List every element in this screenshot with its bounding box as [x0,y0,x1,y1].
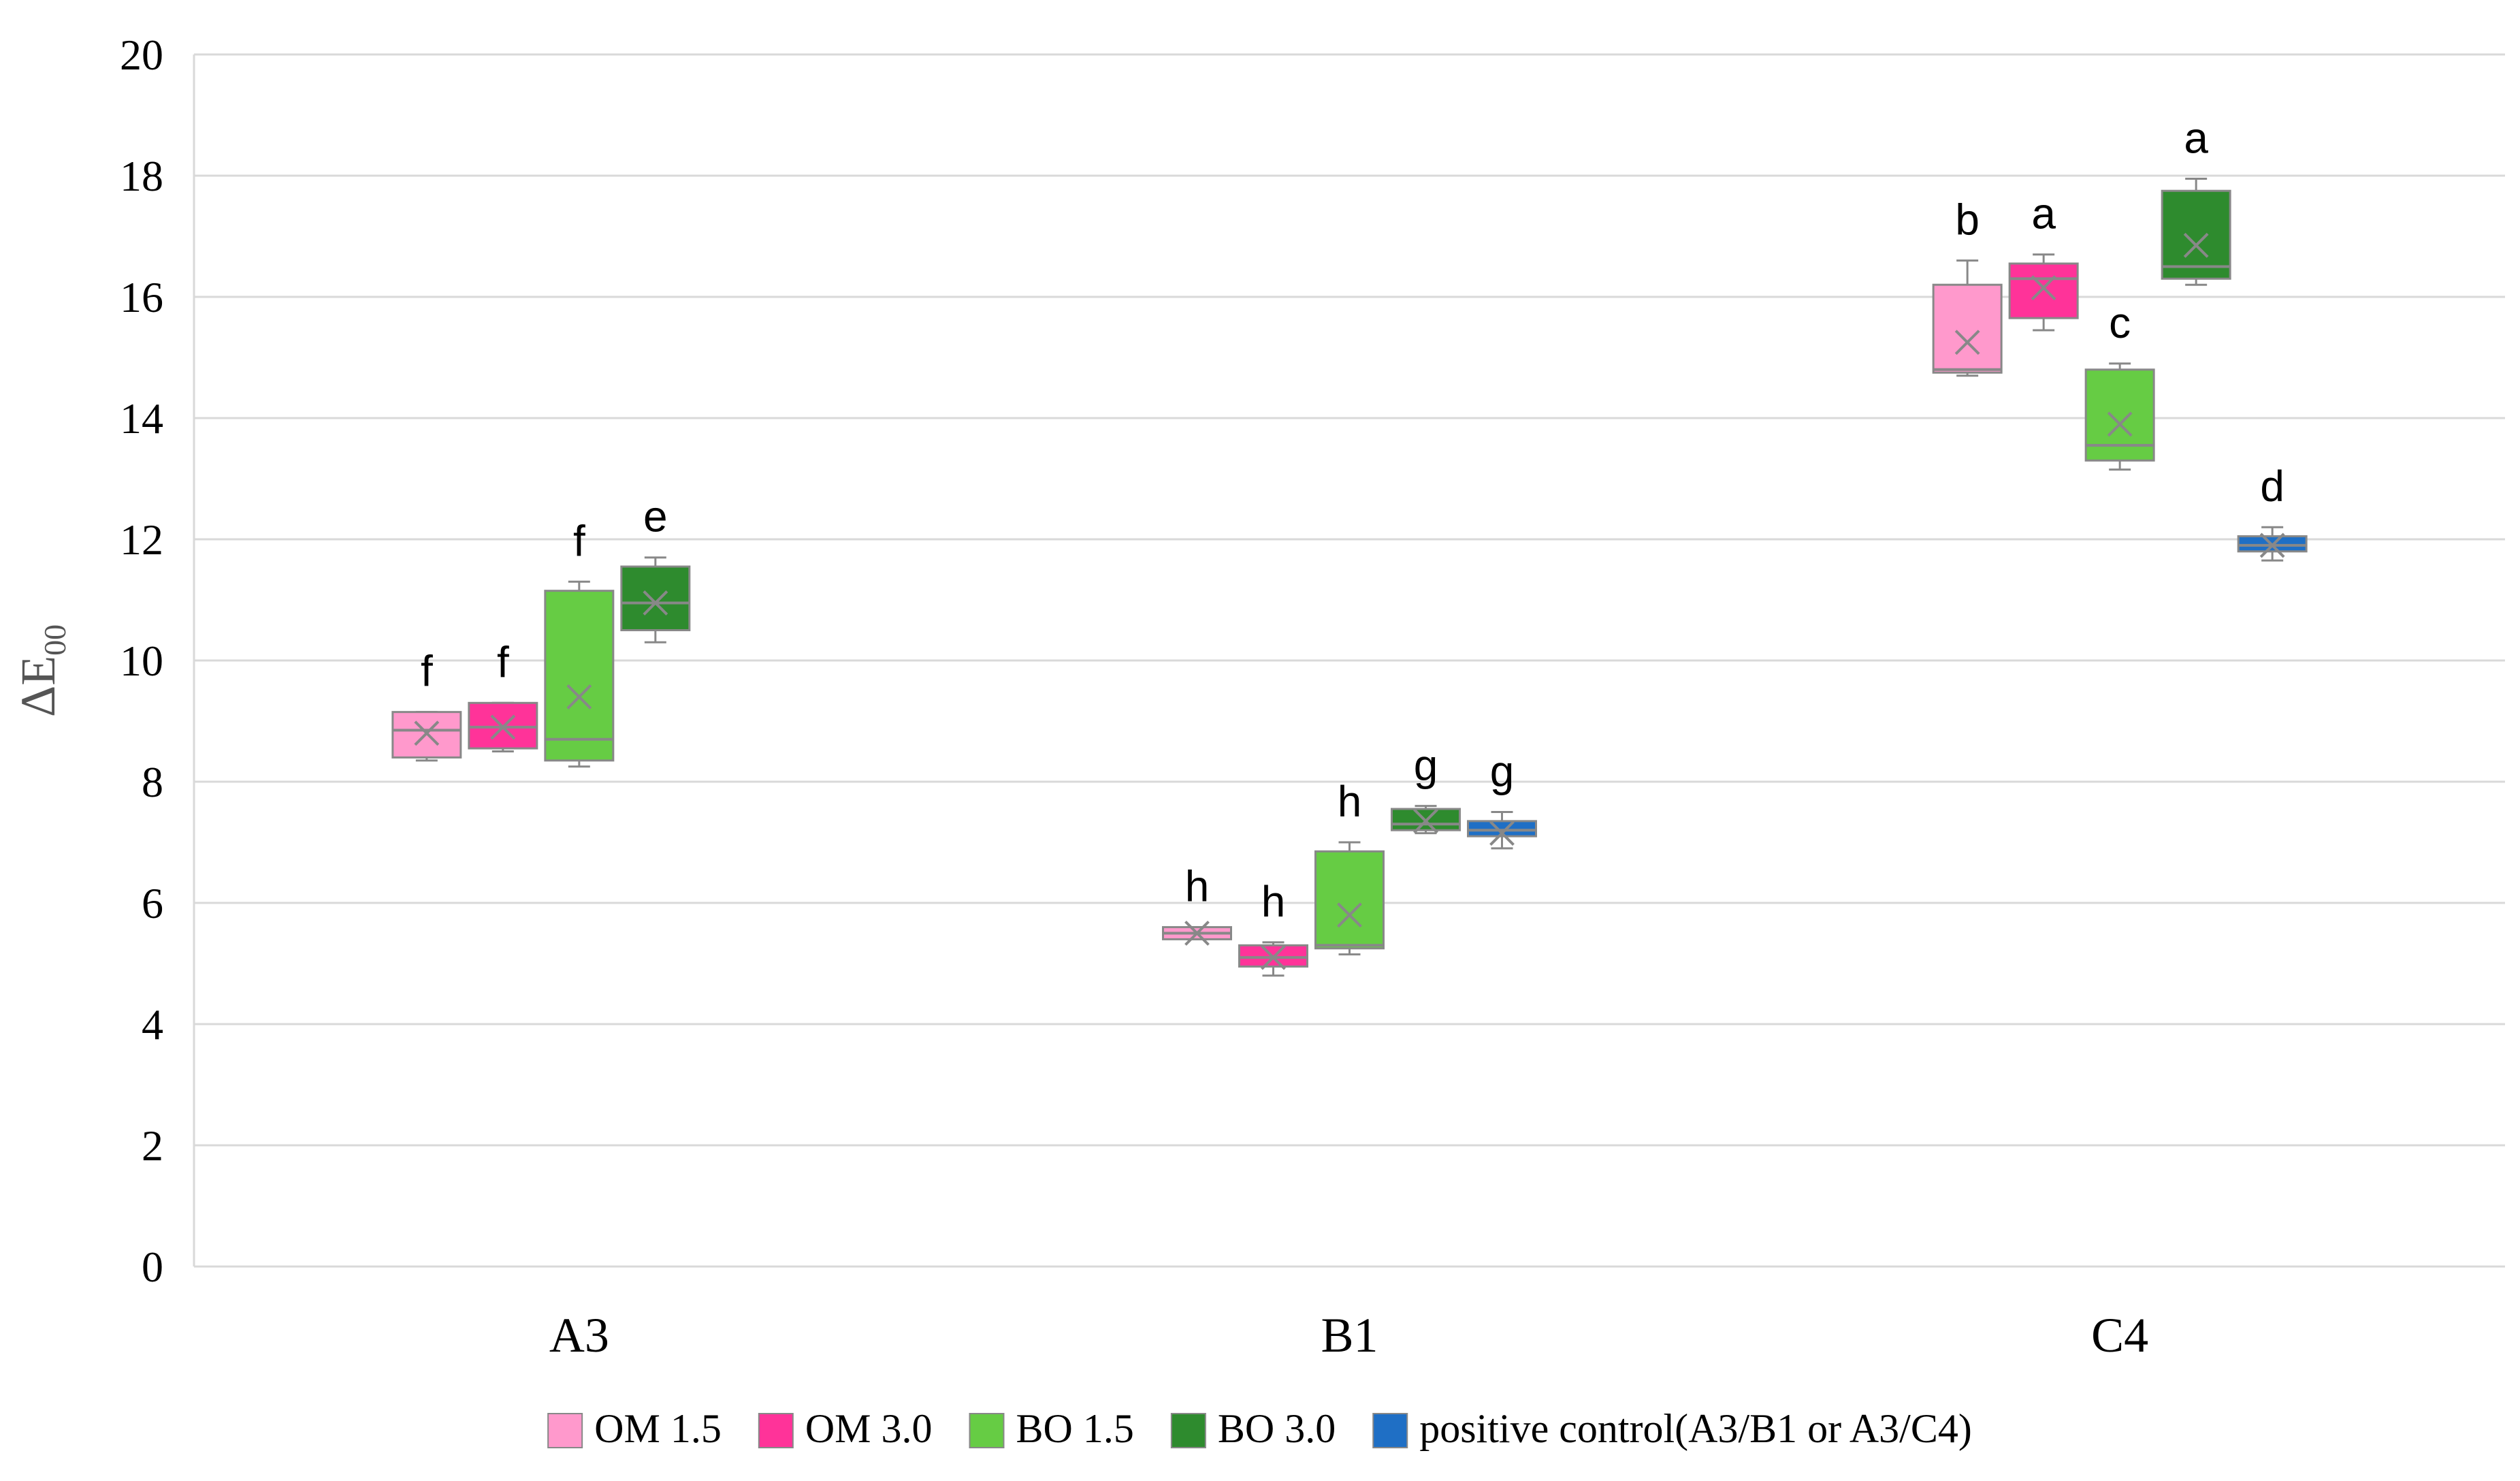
significance-letter: a [2031,189,2056,238]
legend-item-2: BO 1.5 [969,1406,1134,1451]
y-tick-label-10: 10 [120,637,163,685]
box-bo-3-0-b1 [1391,805,1461,835]
y-axis-label: ΔE00 [11,624,72,717]
y-tick-label-20: 20 [120,31,163,79]
mean-marker-b [2107,411,2133,437]
legend-label: OM 1.5 [594,1406,722,1451]
significance-letter: h [1261,877,1286,926]
mean-marker-b [1413,808,1438,834]
mean-marker-b [490,714,516,740]
box-iqr [1932,283,2003,374]
y-tick-label-18: 18 [120,152,163,200]
box-iqr [2084,368,2155,462]
box-om-1-5-c4 [1932,259,2003,377]
significance-letter: h [1338,777,1362,826]
box-iqr [2008,262,2079,319]
box-bo-1-5-b1 [1314,841,1385,956]
legend: OM 1.5 OM 3.0 BO 1.5 BO 3.0 positive control… [547,1406,1972,1451]
legend-swatch [1372,1413,1408,1448]
legend-swatch [547,1413,583,1448]
y-tick-label-16: 16 [120,273,163,321]
box-om-3-0-c4 [2008,253,2079,332]
legend-label: positive control(A3/B1 or A3/C4) [1419,1406,1972,1451]
legend-swatch [1170,1413,1206,1448]
legend-swatch [969,1413,1005,1448]
significance-letter: f [421,647,433,696]
mean-marker-b [414,720,440,746]
significance-letter: f [573,516,585,565]
box-plots [391,177,2308,977]
legend-label: OM 3.0 [805,1406,933,1451]
significance-letter: e [643,492,668,541]
mean-marker-b [566,684,592,710]
significance-letter: c [2109,298,2131,347]
mean-marker-b [1337,902,1362,928]
box-iqr [544,590,615,762]
category-label-A3: A3 [549,1308,609,1363]
legend-swatch [758,1413,794,1448]
box-positive-control-a3-b1-or-a3-c4--b1 [1467,811,1537,850]
box-iqr [620,565,691,631]
legend-item-3: BO 3.0 [1170,1406,1336,1451]
category-labels: A3 B1 C4 [549,1308,2148,1363]
legend-item-1: OM 3.0 [758,1406,933,1451]
category-label-B1: B1 [1321,1308,1378,1363]
gridlines [194,53,2505,1268]
y-tick-labels: 0 2 4 6 8 10 12 14 16 18 20 [120,31,163,1291]
significance-letter: d [2260,462,2284,511]
significance-letter: a [2184,113,2208,162]
significance-letter: g [1414,741,1438,790]
box-iqr [1467,820,1537,838]
legend-label: BO 3.0 [1218,1406,1336,1451]
box-bo-3-0-c4 [2161,177,2231,286]
y-tick-label-14: 14 [120,394,163,443]
box-iqr [1314,850,1385,950]
box-bo-3-0-a3 [620,556,691,643]
significance-letters: f h b f h a f h c e g a g d [421,113,2284,925]
box-bo-1-5-a3 [544,580,615,768]
box-om-1-5-b1 [1162,921,1232,946]
y-tick-label-8: 8 [142,758,163,806]
significance-letter: b [1955,195,1980,244]
y-tick-label-0: 0 [142,1243,163,1291]
mean-marker-b [2183,232,2209,258]
y-tick-label-2: 2 [142,1121,163,1170]
mean-marker-b [1954,330,1980,355]
mean-marker-b [1184,921,1210,946]
legend-label: BO 1.5 [1016,1406,1134,1451]
significance-letter: f [497,637,509,686]
y-tick-label-6: 6 [142,879,163,927]
y-axis-label-main: ΔE [11,656,65,717]
box-om-3-0-a3 [468,701,538,752]
mean-marker-b [2259,532,2285,558]
significance-letter: h [1185,862,1210,911]
y-tick-label-12: 12 [120,515,163,564]
mean-marker-b [1261,944,1286,970]
mean-marker-b [1489,821,1515,846]
box-positive-control-a3-b1-or-a3-c4--c4 [2237,526,2308,562]
category-label-C4: C4 [2091,1308,2148,1363]
y-axis-label-sub: 00 [37,624,72,656]
significance-letter: g [1490,747,1515,796]
mean-marker-b [2031,275,2056,301]
box-iqr [2161,189,2231,280]
y-tick-label-4: 4 [142,1000,163,1049]
legend-item-0: OM 1.5 [547,1406,722,1451]
mean-marker-b [643,590,668,616]
legend-item-4: positive control(A3/B1 or A3/C4) [1372,1406,1972,1451]
box-bo-1-5-c4 [2084,362,2155,471]
axes [193,54,2505,1268]
box-om-1-5-a3 [391,711,462,762]
box-om-3-0-b1 [1238,941,1308,977]
